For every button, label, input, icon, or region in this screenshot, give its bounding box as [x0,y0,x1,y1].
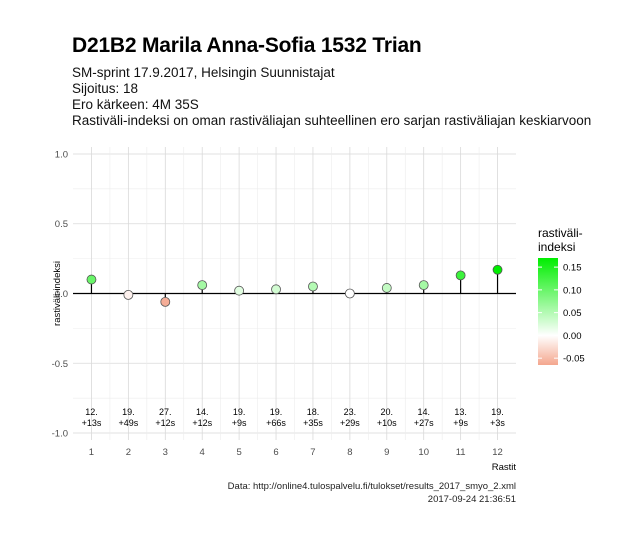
x-tick-label: 3 [163,447,168,458]
x-tick-label: 8 [347,447,352,458]
legend-tick-label: 0.00 [563,331,582,342]
split-diff-label: +12s [155,418,175,428]
y-tick-label: -0.5 [52,359,68,370]
legend-tick-label: 0.15 [563,263,582,274]
x-tick-label: 9 [384,447,389,458]
legend-title: indeksi [538,240,575,254]
x-tick-label: 2 [126,447,131,458]
data-point [381,283,392,293]
split-rank-label: 14. [196,407,209,417]
split-rank-label: 27. [159,407,172,417]
split-diff-label: +49s [118,418,138,428]
chart-subtitle-gap: Ero kärkeen: 4M 35S [72,97,199,112]
y-tick-label: -1.0 [52,429,68,440]
split-rank-label: 19. [122,407,135,417]
chart-subtitle-description: Rastiväli-indeksi on oman rastiväliajan … [72,113,592,128]
y-tick-label: 0.5 [55,219,68,230]
split-rank-label: 23. [344,407,357,417]
split-rank-label: 13. [454,407,467,417]
x-tick-label: 5 [236,447,241,458]
split-diff-label: +10s [377,418,397,428]
chart-subtitle-rank: Sijoitus: 18 [72,81,139,96]
split-diff-label: +9s [232,418,247,428]
data-point [86,274,97,285]
split-diff-label: +9s [453,418,468,428]
legend-tick-label: 0.10 [563,285,582,296]
x-tick-label: 4 [200,447,205,458]
y-tick-label: 1.0 [55,149,68,160]
x-tick-label: 1 [89,447,94,458]
split-rank-label: 12. [85,407,98,417]
chart-title: D21B2 Marila Anna-Sofia 1532 Trian [72,34,422,57]
split-diff-label: +13s [82,418,102,428]
data-point [308,281,318,292]
x-tick-label: 11 [456,447,466,458]
x-tick-label: 10 [418,447,429,458]
split-rank-label: 19. [270,407,283,417]
split-rank-label: 19. [491,407,504,417]
data-point [160,296,171,307]
data-point [197,280,208,291]
split-diff-label: +12s [192,418,212,428]
data-source-caption: Data: http://online4.tulospalvelu.fi/tul… [227,481,516,492]
split-rank-label: 18. [307,407,320,417]
x-tick-label: 12 [492,447,503,458]
chart-subtitle-event: SM-sprint 17.9.2017, Helsingin Suunnista… [72,65,335,80]
split-rank-label: 14. [417,407,430,417]
data-point [123,289,134,300]
split-rank-label: 20. [381,407,394,417]
split-diff-label: +29s [340,418,360,428]
y-tick-label: 0.0 [55,289,68,300]
data-point [492,264,503,275]
legend-title: rastiväli- [538,226,583,240]
timestamp-caption: 2017-09-24 21:36:51 [427,494,516,505]
legend-colorbar [538,258,558,365]
x-axis-title: Rastit [492,462,517,473]
x-tick-label: 7 [310,447,315,458]
data-point [344,288,355,299]
data-point [455,270,466,281]
legend-tick-label: -0.05 [563,354,585,365]
split-diff-label: +35s [303,418,323,428]
legend-tick-label: 0.05 [563,308,582,319]
data-point [234,285,245,296]
split-rank-label: 19. [233,407,246,417]
data-point [271,284,281,295]
y-axis-title: rastiväli-indeksi [52,261,63,326]
data-point [418,280,429,291]
split-diff-label: +3s [490,418,505,428]
x-tick-label: 6 [273,447,278,458]
split-diff-label: +27s [414,418,434,428]
split-diff-label: +66s [266,418,286,428]
